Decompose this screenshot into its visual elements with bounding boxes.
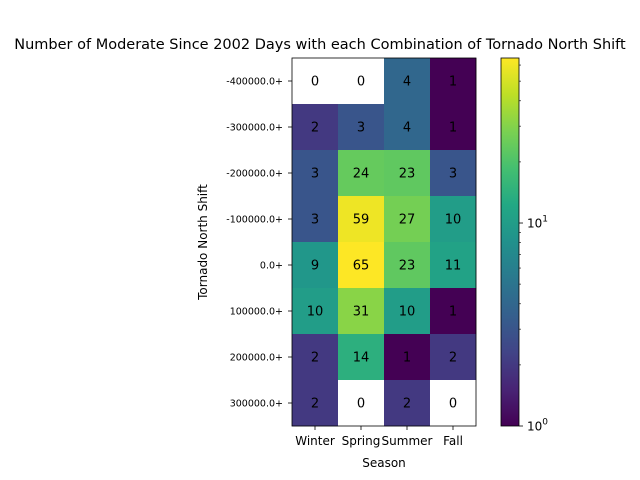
- cell-value: 1: [403, 351, 411, 366]
- heatmap-cell: [338, 58, 385, 105]
- heatmap-cell: [292, 334, 339, 381]
- cell-value: 2: [403, 397, 411, 412]
- heatmap-cell: [338, 104, 385, 151]
- y-tick-label: -100000.0+: [226, 215, 283, 226]
- heatmap-cell: [384, 380, 431, 427]
- heatmap-cell: [384, 150, 431, 197]
- y-tick-label: -400000.0+: [226, 77, 283, 88]
- cell-value: 1: [449, 75, 457, 90]
- heatmap-cell: [292, 288, 339, 335]
- cell-value: 9: [311, 259, 319, 274]
- x-tick-label: Fall: [443, 434, 463, 448]
- x-tick-label: Summer: [382, 434, 433, 448]
- heatmap-cell: [430, 334, 477, 381]
- cell-value: 2: [311, 121, 319, 136]
- cell-value: 0: [357, 75, 365, 90]
- cell-value: 0: [311, 75, 319, 90]
- cell-value: 1: [449, 121, 457, 136]
- cell-value: 14: [353, 351, 370, 366]
- cell-value: 3: [357, 121, 365, 136]
- cell-value: 2: [311, 351, 319, 366]
- cell-value: 11: [445, 259, 462, 274]
- heatmap-cell: [430, 196, 477, 243]
- y-axis-label: Tornado North Shift: [196, 184, 210, 301]
- cell-value: 3: [449, 167, 457, 182]
- y-tick-label: -300000.0+: [226, 123, 283, 134]
- cell-value: 0: [449, 397, 457, 412]
- heatmap-cell: [384, 58, 431, 105]
- heatmap-cell: [338, 334, 385, 381]
- heatmap-cell: [338, 288, 385, 335]
- x-tick-label: Spring: [342, 434, 381, 448]
- x-axis-label: Season: [362, 456, 406, 470]
- heatmap-cell: [338, 196, 385, 243]
- cell-value: 3: [311, 167, 319, 182]
- heatmap-cell: [430, 104, 477, 151]
- y-tick-label: -200000.0+: [226, 169, 283, 180]
- x-axis-ticks: Winter Spring Summer Fall: [295, 426, 463, 448]
- cell-value: 0: [357, 397, 365, 412]
- colorbar-ticks: 100 101: [519, 64, 548, 434]
- heatmap-cell: [430, 380, 477, 427]
- plot-frame: [291, 57, 477, 427]
- cell-value: 24: [353, 167, 370, 182]
- y-axis-ticks: -400000.0+ -300000.0+ -200000.0+ -100000.0+…: [226, 77, 292, 410]
- colorbar-tick-label: 101: [527, 215, 548, 231]
- cell-value: 31: [353, 305, 370, 320]
- heatmap-cells: [292, 58, 477, 427]
- colorbar: [500, 57, 520, 427]
- heatmap-cell: [430, 242, 477, 289]
- y-tick-label: 0.0+: [260, 261, 283, 272]
- y-tick-label: 100000.0+: [230, 307, 283, 318]
- heatmap-cell: [384, 288, 431, 335]
- cell-value: 10: [307, 305, 324, 320]
- heatmap-cell: [292, 196, 339, 243]
- cell-value: 10: [445, 213, 462, 228]
- heatmap-cell: [384, 196, 431, 243]
- y-tick-label: 200000.0+: [230, 353, 283, 364]
- heatmap-cell: [338, 380, 385, 427]
- heatmap-cell: [384, 104, 431, 151]
- heatmap-cell: [338, 150, 385, 197]
- heatmap-cell: [430, 58, 477, 105]
- heatmap-cell: [292, 58, 339, 105]
- cell-value: 2: [311, 397, 319, 412]
- heatmap-cell: [384, 334, 431, 381]
- cell-value: 3: [311, 213, 319, 228]
- cell-value: 1: [449, 305, 457, 320]
- heatmap-cell: [292, 380, 339, 427]
- cell-value: 27: [399, 213, 416, 228]
- cell-value: 10: [399, 305, 416, 320]
- cell-value: 23: [399, 167, 416, 182]
- x-tick-label: Winter: [295, 434, 335, 448]
- heatmap-cell: [384, 242, 431, 289]
- cell-value: 23: [399, 259, 416, 274]
- chart-title: Number of Moderate Since 2002 Days with …: [14, 37, 626, 53]
- cell-value: 59: [353, 213, 370, 228]
- heatmap-cell: [430, 288, 477, 335]
- colorbar-tick-label: 100: [527, 418, 548, 434]
- heatmap-cell: [338, 242, 385, 289]
- y-tick-label: 300000.0+: [230, 399, 283, 410]
- heatmap-cell: [292, 104, 339, 151]
- cell-value: 2: [449, 351, 457, 366]
- cell-value: 65: [353, 259, 370, 274]
- heatmap-cell: [292, 150, 339, 197]
- cell-value: 4: [403, 121, 411, 136]
- heatmap-cell: [430, 150, 477, 197]
- heatmap-cell: [292, 242, 339, 289]
- cell-value: 4: [403, 75, 411, 90]
